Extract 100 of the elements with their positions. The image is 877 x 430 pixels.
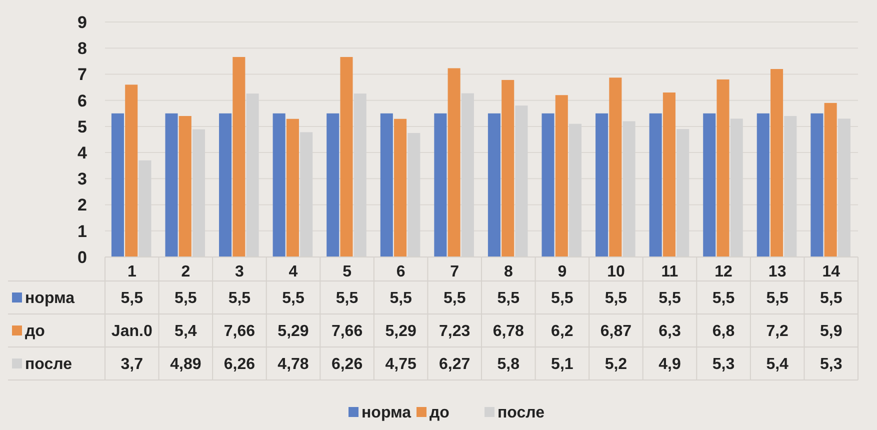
x-tick-label: 10 xyxy=(607,264,625,281)
data-label: 4,89 xyxy=(170,356,202,374)
data-label: 5,3 xyxy=(712,356,735,374)
y-tick-label: 3 xyxy=(78,170,87,189)
bar xyxy=(810,113,824,257)
bar xyxy=(272,113,286,257)
x-tick-label: 9 xyxy=(558,264,567,281)
data-label: 6,87 xyxy=(600,323,632,340)
x-tick-label: 14 xyxy=(822,264,840,281)
data-label: 5,5 xyxy=(551,290,574,308)
data-label: 4,75 xyxy=(385,356,416,374)
x-tick-label: 1 xyxy=(127,264,136,281)
data-label: 4,9 xyxy=(658,356,681,374)
data-label: 5,5 xyxy=(443,290,466,308)
legend-label: норма xyxy=(25,290,75,308)
text: норма xyxy=(362,404,412,422)
bar xyxy=(824,102,837,257)
data-label: 7,66 xyxy=(224,323,256,340)
data-label: 5,5 xyxy=(604,290,628,308)
y-tick-label: 9 xyxy=(78,12,87,32)
bar xyxy=(488,113,500,257)
y-tick-label: 6 xyxy=(78,91,87,110)
bar xyxy=(770,69,784,257)
bar xyxy=(340,56,353,257)
y-tick-label: 4 xyxy=(78,144,88,163)
data-label: 5,5 xyxy=(282,290,304,308)
data-label: 5,1 xyxy=(551,356,574,374)
bar xyxy=(448,68,460,257)
data-label: 6,78 xyxy=(492,323,524,340)
data-label: 5,5 xyxy=(228,290,251,308)
data-label: 5,5 xyxy=(766,290,789,308)
data-label: 6,8 xyxy=(712,323,735,340)
data-label: 5,5 xyxy=(497,290,520,308)
data-label: 6,3 xyxy=(658,323,681,340)
bar xyxy=(111,113,124,257)
data-label: 5,8 xyxy=(497,356,520,374)
bar xyxy=(542,113,554,257)
data-label: 5,5 xyxy=(174,290,197,308)
legend-label: до xyxy=(25,323,46,340)
data-label: 6,26 xyxy=(224,356,256,374)
bar xyxy=(596,113,608,257)
bar xyxy=(703,113,716,257)
data-label: 5,5 xyxy=(820,290,842,308)
bar xyxy=(286,118,299,257)
bar xyxy=(178,116,192,257)
bar xyxy=(502,80,514,257)
data-label: 5,2 xyxy=(604,356,628,374)
y-tick-label: 1 xyxy=(78,222,87,241)
x-tick-label: 12 xyxy=(714,264,733,281)
bar xyxy=(232,56,246,257)
bar xyxy=(219,113,232,257)
x-tick-label: 4 xyxy=(288,264,298,281)
bar xyxy=(555,95,568,257)
data-label: 5,3 xyxy=(820,356,842,374)
y-tick-label: 8 xyxy=(78,39,87,58)
data-label: 5,5 xyxy=(336,290,358,308)
bar xyxy=(165,113,178,257)
data-label: 6,26 xyxy=(331,356,363,374)
bar xyxy=(434,113,447,257)
data-label: Jan.0 xyxy=(111,323,152,340)
bar xyxy=(662,92,676,257)
data-label: 3,7 xyxy=(120,356,144,374)
x-tick-label: 6 xyxy=(396,264,406,281)
data-label: 5,5 xyxy=(120,290,144,308)
y-tick-label: 7 xyxy=(78,65,87,84)
bar xyxy=(756,113,770,257)
bar xyxy=(326,113,340,257)
x-tick-label: 5 xyxy=(342,264,352,281)
y-tick-label: 5 xyxy=(78,117,87,136)
data-label: 7,23 xyxy=(439,323,470,340)
x-tick-label: 3 xyxy=(235,264,244,281)
x-tick-label: 11 xyxy=(661,264,678,281)
bar xyxy=(125,84,138,257)
data-label: 6,27 xyxy=(439,356,470,374)
data-label: 5,5 xyxy=(712,290,735,308)
bar xyxy=(716,79,730,257)
bar xyxy=(649,113,662,257)
legend-label: после xyxy=(25,356,72,374)
data-label: 6,2 xyxy=(551,323,574,340)
data-label: 5,9 xyxy=(820,323,842,340)
y-tick-label: 2 xyxy=(78,196,87,215)
x-tick-label: 2 xyxy=(181,264,190,281)
bar xyxy=(609,78,622,257)
data-label: 5,29 xyxy=(385,323,416,340)
data-label: 4,78 xyxy=(278,356,309,374)
bar xyxy=(394,118,407,257)
data-label: 5,5 xyxy=(390,290,412,308)
data-label: 5,5 xyxy=(658,290,681,308)
x-tick-label: 8 xyxy=(504,264,513,281)
data-label: 5,29 xyxy=(278,323,309,340)
data-label: 7,66 xyxy=(331,323,363,340)
data-label: 7,2 xyxy=(766,323,789,340)
data-label: 5,4 xyxy=(174,323,197,340)
text: после xyxy=(498,404,544,422)
bar xyxy=(380,113,393,257)
x-tick-label: 13 xyxy=(768,264,786,281)
text: до xyxy=(430,404,450,422)
y-tick-label: 0 xyxy=(78,248,87,267)
data-label: 5,4 xyxy=(766,356,789,374)
x-tick-label: 7 xyxy=(450,264,460,281)
